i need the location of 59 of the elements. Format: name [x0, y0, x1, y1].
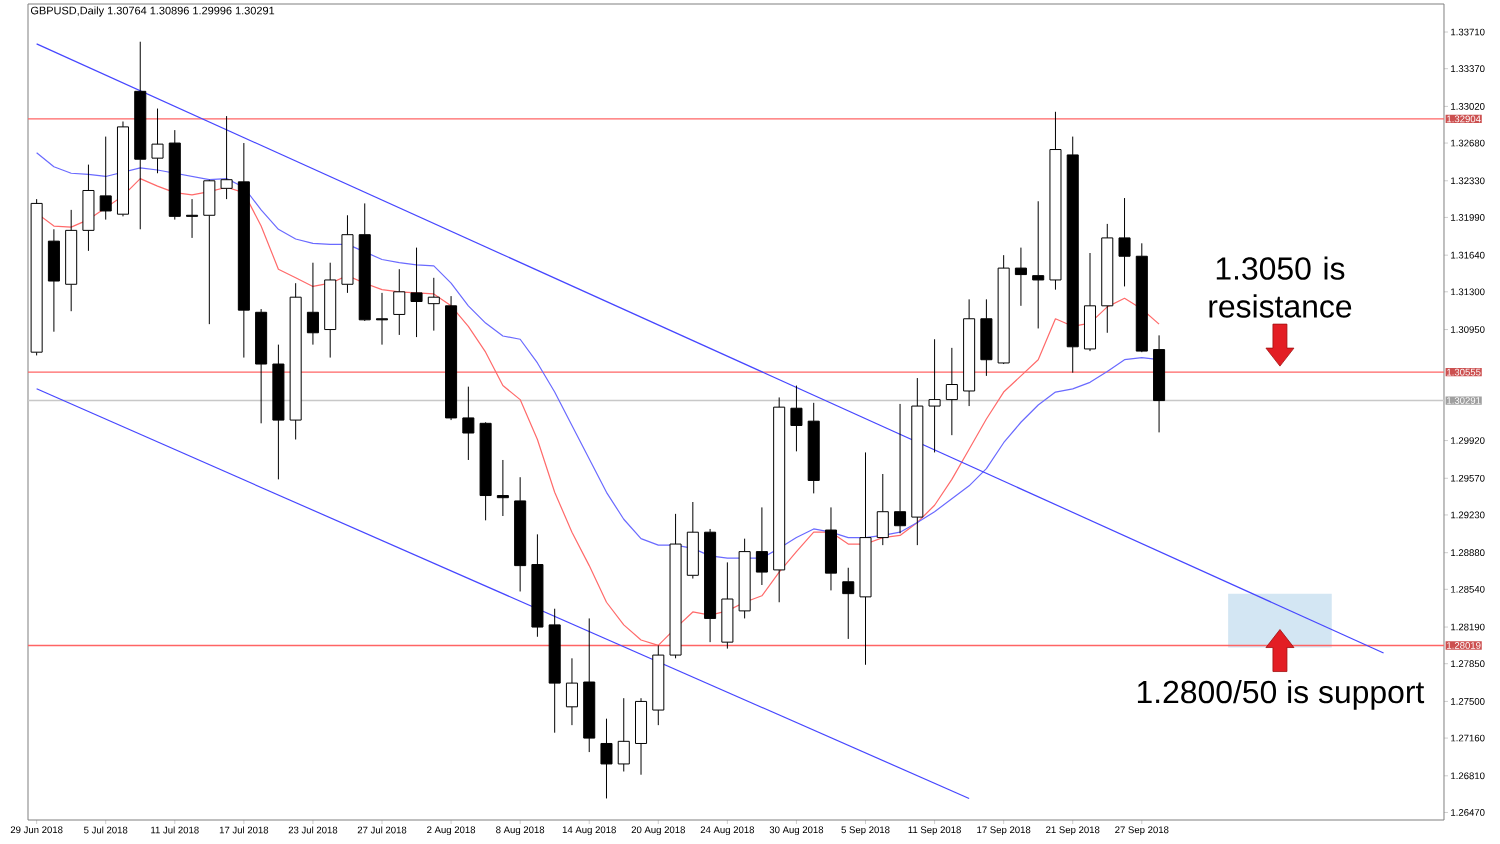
candlestick: [652, 644, 665, 726]
candlestick: [807, 402, 820, 494]
candlestick: [151, 108, 164, 174]
candlestick: [980, 298, 993, 377]
candlestick: [324, 262, 337, 359]
candlestick: [548, 608, 561, 734]
candlestick: [237, 142, 250, 359]
candlestick: [945, 347, 958, 436]
candlestick: [220, 115, 233, 200]
candlestick: [773, 396, 786, 603]
candlestick: [790, 385, 803, 452]
annotation: 1.3050 is resistance: [1209, 256, 1352, 318]
candlestick: [686, 501, 699, 580]
candlestick: [859, 451, 872, 666]
candlestick: [704, 528, 717, 643]
candlestick: [1049, 111, 1062, 291]
candlestick: [306, 262, 319, 346]
candlestick: [410, 247, 423, 338]
candlestick: [1083, 252, 1097, 352]
candlestick: [496, 459, 509, 517]
candlestick: [1014, 247, 1027, 307]
candlestick: [375, 292, 389, 346]
candlestick: [755, 506, 768, 586]
candlestick: [203, 180, 216, 325]
candlestick: [928, 338, 941, 453]
candlestick: [393, 268, 406, 336]
candlestick: [255, 308, 268, 424]
annotation: 1.2800/50 is support: [1137, 679, 1425, 710]
candlestick: [963, 298, 976, 407]
candlestick: [1118, 197, 1131, 287]
candlestick: [65, 209, 78, 312]
candlestick: [134, 41, 147, 230]
candlestick: [600, 718, 613, 799]
candlestick: [824, 506, 837, 591]
candlestick: [47, 228, 60, 333]
candlestick: [842, 567, 855, 640]
candlestick: [445, 295, 458, 421]
candlestick: [721, 561, 734, 650]
candlestick: [82, 164, 95, 252]
candlestick: [1153, 334, 1166, 433]
candlestick: [894, 403, 907, 534]
candlestick: [272, 344, 285, 480]
candlestick: [186, 198, 199, 239]
candlestick: [116, 120, 129, 217]
candlestick: [635, 697, 648, 776]
candlestick: [531, 533, 544, 638]
candlestick: [168, 129, 181, 221]
candlestick: [289, 282, 302, 440]
candlestick: [1066, 136, 1079, 374]
candlestick: [462, 386, 475, 461]
candlestick: [583, 617, 596, 753]
candlestick: [911, 377, 924, 546]
candlestick: [1101, 223, 1114, 334]
candlestick: [358, 202, 371, 321]
candlestick: [565, 657, 578, 726]
candlestick: [514, 476, 527, 592]
candlestick: [427, 277, 440, 332]
candlestick: [479, 422, 492, 521]
candlestick: [1032, 200, 1045, 329]
